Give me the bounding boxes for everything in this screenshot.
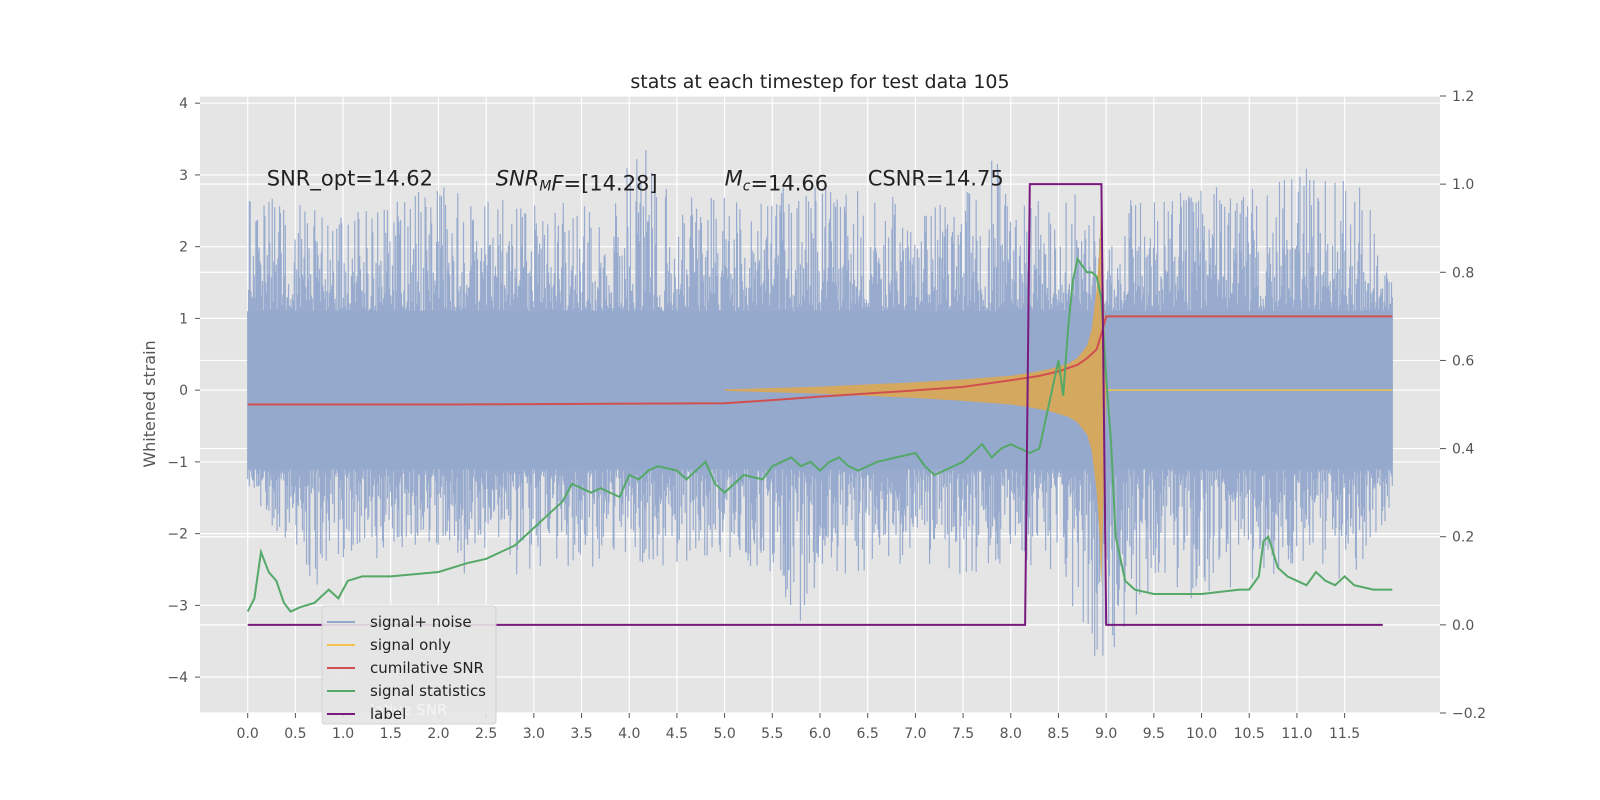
x-tick-label: 6.5: [857, 726, 879, 742]
y-tick-label: −3: [167, 598, 188, 614]
x-tick-label: 11.0: [1281, 726, 1312, 742]
x-tick-label: 0.5: [284, 726, 306, 742]
y-tick-label: −4: [167, 670, 188, 686]
x-tick-label: 1.0: [332, 726, 354, 742]
line-series: [246, 183, 1393, 626]
x-tick-label: 6.0: [809, 726, 831, 742]
x-tick-label: 9.5: [1143, 726, 1165, 742]
legend: lative SNR signal+ noise signal only cumila…: [321, 605, 497, 725]
x-tick-label: 7.5: [952, 726, 974, 742]
x-tick-label: 10.5: [1234, 726, 1265, 742]
y-tick-label: −2: [167, 527, 188, 543]
signal-only-envelope: [724, 192, 1393, 588]
cumilative-snr-line: [247, 315, 1393, 406]
y-axis-label: Whitened strain: [140, 340, 159, 467]
x-tick-label: 11.5: [1329, 726, 1360, 742]
signal-statistics-line: [246, 256, 1393, 613]
signal-only-series: [724, 192, 1393, 588]
legend-label: signal only: [370, 636, 451, 654]
x-tick-label: 2.0: [427, 726, 449, 742]
x-tick-label: 8.0: [1000, 726, 1022, 742]
legend-label: signal+ noise: [370, 613, 472, 631]
annotation-text: SNR_opt=14.62: [267, 167, 433, 192]
label-line: [247, 183, 1383, 626]
y-tick-label: 2: [179, 240, 188, 256]
y-right-tick-label: 0.0: [1452, 618, 1474, 634]
legend-label: label: [370, 705, 406, 723]
x-tick-label: 2.5: [475, 726, 497, 742]
y-right-tick-label: −0.2: [1452, 706, 1486, 722]
x-tick-label: 1.5: [380, 726, 402, 742]
y-right-tick-label: 0.8: [1452, 265, 1474, 281]
legend-label: cumilative SNR: [370, 659, 484, 677]
y-right-tick-label: 0.4: [1452, 442, 1474, 458]
y-right-tick-label: 1.2: [1452, 89, 1474, 105]
x-tick-label: 10.0: [1186, 726, 1217, 742]
x-tick-label: 3.5: [570, 726, 592, 742]
x-tick-label: 3.0: [523, 726, 545, 742]
annotation-text: SNRMF=[14.28]: [496, 167, 658, 196]
annotations: SNR_opt=14.62 SNRMF=[14.28] Mc=14.66 CSNR=1…: [267, 167, 1004, 196]
legend-ghost-text: lative SNR: [370, 701, 447, 719]
y-right-tick-label: 0.6: [1452, 353, 1474, 369]
legend-label: signal statistics: [370, 682, 486, 700]
legend-box: [321, 605, 497, 725]
x-tick-label: 0.0: [237, 726, 259, 742]
axes: 0.0 0.5 1.0 1.5 2.0 2.5 3.0 3.5 4.0 4.5 5.0 5.5 6.0 6…: [167, 89, 1486, 742]
y-tick-label: −1: [167, 455, 188, 471]
y-right-tick-label: 1.0: [1452, 177, 1474, 193]
annotation-text: CSNR=14.75: [868, 167, 1004, 191]
x-tick-label: 4.0: [618, 726, 640, 742]
y-tick-label: 1: [179, 311, 188, 327]
y-tick-label: 3: [179, 168, 188, 184]
y-tick-label: 4: [179, 96, 188, 112]
x-tick-label: 8.5: [1047, 726, 1069, 742]
y-right-tick-label: 0.2: [1452, 530, 1474, 546]
x-tick-label: 9.0: [1095, 726, 1117, 742]
y-tick-label: 0: [179, 383, 188, 399]
annotation-text: Mc=14.66: [725, 167, 829, 196]
x-tick-label: 5.5: [761, 726, 783, 742]
x-tick-label: 5.0: [713, 726, 735, 742]
x-tick-label: 4.5: [666, 726, 688, 742]
chart-title: stats at each timestep for test data 105: [630, 71, 1009, 93]
x-tick-label: 7.0: [904, 726, 926, 742]
